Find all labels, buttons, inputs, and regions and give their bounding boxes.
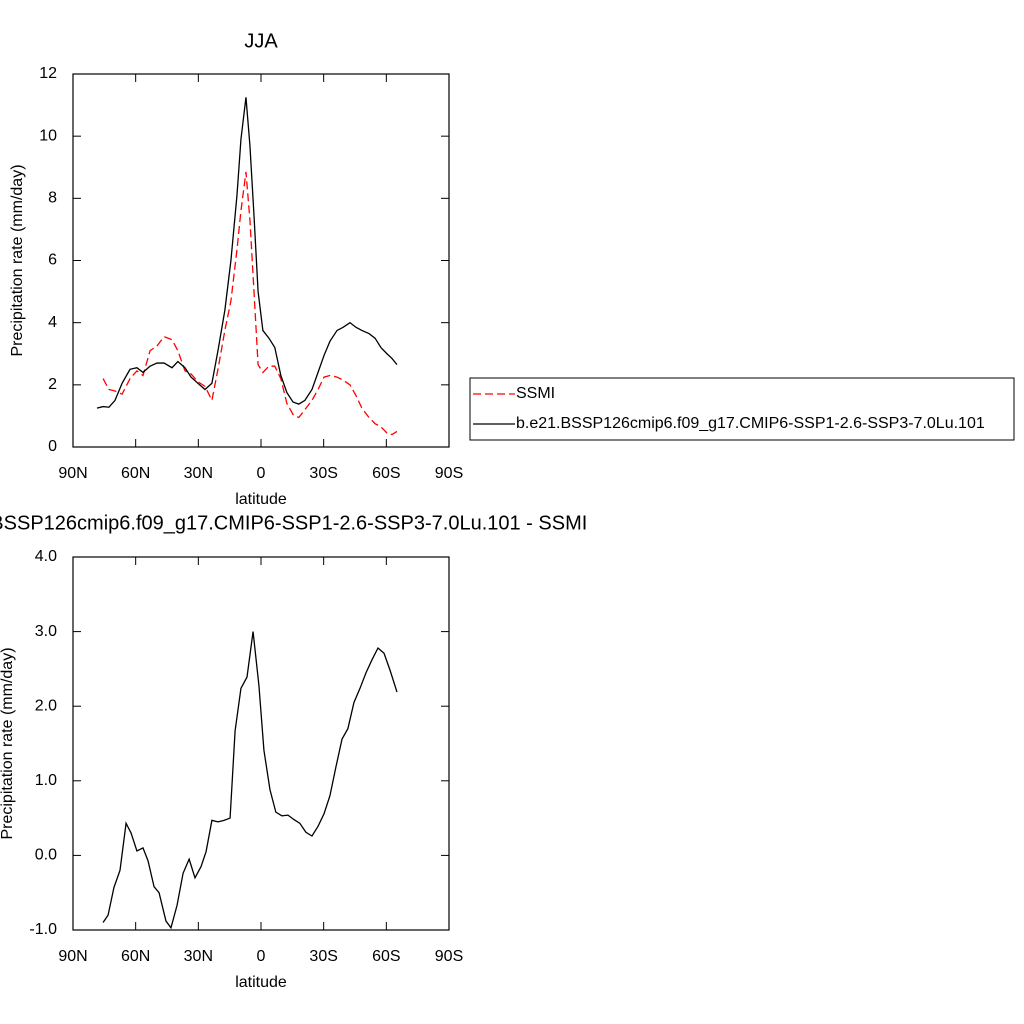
plot-frame — [72, 73, 450, 448]
x-tick-label: 60S — [372, 948, 400, 965]
legend-box — [469, 377, 1015, 441]
y-tick-label: 10 — [39, 127, 57, 144]
data-line — [96, 97, 398, 409]
data-line — [102, 631, 398, 930]
x-tick-label: 0 — [257, 465, 266, 482]
y-tick-label: 2.0 — [35, 697, 57, 714]
y-tick-label: 2 — [48, 376, 57, 393]
x-axis-label: latitude — [235, 491, 287, 508]
y-tick-label: 6 — [48, 252, 57, 269]
y-axis-label: Precipitation rate (mm/day) — [9, 164, 26, 356]
x-tick-label: 60N — [121, 465, 150, 482]
legend-label: SSMI — [516, 385, 555, 402]
x-axis-label: latitude — [235, 974, 287, 991]
y-tick-label: 3.0 — [35, 623, 57, 640]
x-tick-label: 90N — [58, 948, 87, 965]
y-tick-label: 8 — [48, 190, 57, 207]
y-tick-label: 4.0 — [35, 548, 57, 565]
y-tick-label: 0.0 — [35, 847, 57, 864]
legend-label: b.e21.BSSP126cmip6.f09_g17.CMIP6-SSP1-2.… — [516, 415, 985, 432]
x-tick-label: 30N — [184, 465, 213, 482]
data-line — [102, 171, 398, 436]
x-tick-label: 30S — [309, 948, 337, 965]
x-tick-label: 60S — [372, 465, 400, 482]
x-tick-label: 60N — [121, 948, 150, 965]
chart-title: JJA — [244, 30, 278, 52]
y-axis-label: Precipitation rate (mm/day) — [0, 647, 16, 839]
x-tick-label: 0 — [257, 948, 266, 965]
y-tick-label: -1.0 — [29, 921, 57, 938]
y-tick-label: 12 — [39, 65, 57, 82]
y-tick-label: 4 — [48, 314, 57, 331]
y-tick-label: 0 — [48, 438, 57, 455]
x-tick-label: 90S — [435, 465, 463, 482]
chart-title: b.e21.BSSP126cmip6.f09_g17.CMIP6-SSP1-2.… — [0, 512, 587, 534]
x-tick-label: 30N — [184, 948, 213, 965]
plot-frame — [72, 556, 450, 931]
x-tick-label: 90N — [58, 465, 87, 482]
x-tick-label: 90S — [435, 948, 463, 965]
x-tick-label: 30S — [309, 465, 337, 482]
y-tick-label: 1.0 — [35, 772, 57, 789]
